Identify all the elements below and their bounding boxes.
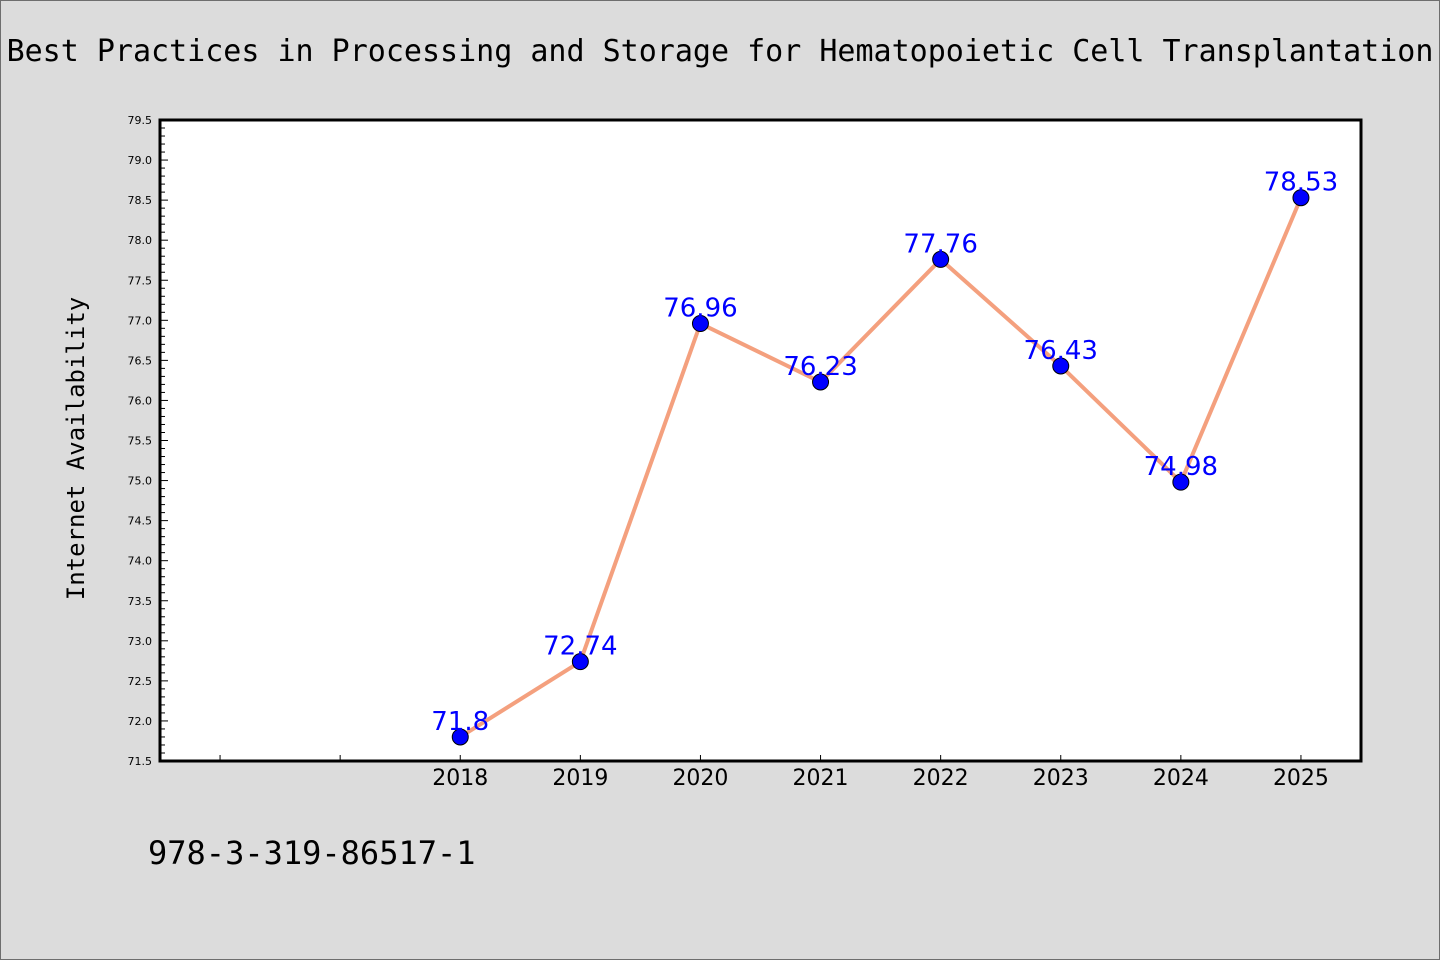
y-tick-label: 74.0	[128, 555, 153, 568]
data-label: 76.96	[663, 294, 737, 324]
data-point	[932, 250, 950, 268]
x-axis: 2018 2019 2020 2021 2022 2023 2024 2025	[219, 755, 1329, 791]
data-label: 78.53	[1264, 168, 1338, 198]
data-label: 77.76	[903, 229, 977, 259]
y-axis-label: Internet Availability	[62, 297, 90, 600]
x-tick-label: 2023	[1033, 766, 1089, 791]
data-point	[1292, 189, 1310, 207]
y-tick-label: 73.0	[128, 635, 153, 648]
data-point	[1052, 357, 1070, 375]
chart-title: Best Practices in Processing and Storage…	[6, 34, 1434, 69]
series-line	[459, 196, 1303, 739]
y-tick-label: 78.5	[128, 194, 153, 207]
isbn-caption: 978-3-319-86517-1	[148, 834, 476, 872]
data-label: 74.98	[1144, 452, 1218, 482]
data-label: 71.8	[431, 707, 489, 737]
data-label: 76.23	[783, 352, 857, 382]
data-point	[571, 653, 589, 671]
x-tick-label: 2024	[1153, 766, 1209, 791]
y-tick-label: 75.5	[128, 435, 153, 448]
data-point	[1172, 473, 1190, 491]
data-labels: 71.8 72.74 76.96 76.23 77.76 76.43 74.98 78.53	[431, 168, 1338, 737]
data-point	[451, 728, 469, 746]
data-label: 76.43	[1024, 336, 1098, 366]
data-label: 72.74	[543, 632, 617, 662]
y-tick-label: 72.0	[128, 715, 153, 728]
x-tick-label: 2025	[1273, 766, 1329, 791]
y-tick-label: 76.0	[128, 394, 153, 407]
y-tick-label: 78.0	[128, 234, 153, 247]
y-tick-label: 79.0	[128, 154, 153, 167]
data-point	[812, 373, 830, 391]
x-tick-label: 2021	[793, 766, 849, 791]
x-tick-label: 2018	[432, 766, 488, 791]
y-tick-label: 75.0	[128, 475, 153, 488]
x-tick-label: 2019	[552, 766, 608, 791]
y-tick-label: 71.5	[128, 755, 153, 768]
y-tick-label: 72.5	[128, 675, 153, 688]
y-tick-label: 74.5	[128, 515, 153, 528]
data-points	[451, 189, 1310, 746]
y-axis: 71.5 72.0 72.5 73.0 73.5 74.0 74.5 75.0 75.5 76.0…	[128, 114, 168, 768]
x-tick-label: 2022	[913, 766, 969, 791]
y-tick-label: 76.5	[128, 354, 153, 367]
y-tick-label: 79.5	[128, 114, 153, 127]
plot-area	[158, 118, 1363, 763]
y-tick-label: 77.5	[128, 274, 153, 287]
x-tick-label: 2020	[672, 766, 728, 791]
data-point	[691, 315, 709, 333]
y-tick-label: 77.0	[128, 314, 153, 327]
y-tick-label: 73.5	[128, 595, 153, 608]
